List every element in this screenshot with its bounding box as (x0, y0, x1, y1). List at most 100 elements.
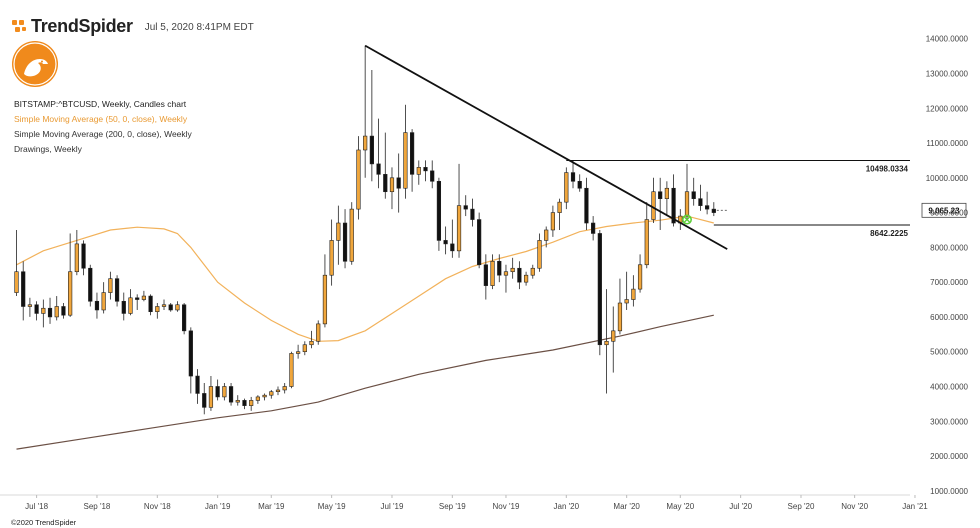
candle[interactable] (651, 177, 656, 224)
candle[interactable] (443, 226, 448, 255)
candle[interactable] (74, 229, 79, 276)
candle[interactable] (611, 306, 616, 373)
candle[interactable] (21, 261, 26, 321)
candle[interactable] (141, 290, 146, 302)
candle[interactable] (114, 275, 120, 307)
candle[interactable] (61, 303, 66, 319)
candle[interactable] (262, 393, 267, 401)
candle[interactable] (483, 254, 488, 300)
candle[interactable] (396, 153, 401, 213)
candle[interactable] (416, 160, 421, 185)
candle[interactable] (121, 292, 126, 321)
candle[interactable] (336, 205, 341, 265)
candle[interactable] (523, 271, 529, 286)
legend-symbol[interactable]: BITSTAMP:^BTCUSD, Weekly, Candles chart (14, 99, 187, 109)
candle[interactable] (624, 271, 629, 310)
candle[interactable] (54, 296, 59, 321)
candle[interactable] (564, 167, 569, 210)
candle[interactable] (591, 216, 596, 241)
candle[interactable] (182, 303, 187, 335)
candle[interactable] (490, 254, 495, 290)
candle[interactable] (155, 303, 160, 319)
candle[interactable] (349, 202, 354, 265)
candle[interactable] (329, 219, 334, 286)
candle[interactable] (188, 327, 193, 394)
candle[interactable] (289, 351, 294, 389)
candle[interactable] (711, 202, 716, 217)
candle[interactable] (403, 104, 408, 199)
candle[interactable] (135, 294, 140, 310)
candle[interactable] (383, 132, 388, 199)
candle[interactable] (342, 209, 348, 269)
candle[interactable] (242, 398, 247, 410)
candle[interactable] (705, 191, 710, 215)
candle[interactable] (363, 45, 368, 178)
candle[interactable] (577, 174, 582, 192)
candle[interactable] (631, 275, 636, 307)
candle[interactable] (678, 209, 683, 230)
candle[interactable] (27, 297, 33, 317)
candle[interactable] (617, 278, 623, 335)
candle[interactable] (128, 289, 133, 316)
candle[interactable] (195, 369, 200, 404)
candle[interactable] (269, 389, 274, 399)
candle[interactable] (436, 177, 442, 251)
candle[interactable] (537, 233, 542, 272)
candle[interactable] (14, 229, 19, 297)
candle[interactable] (222, 383, 227, 401)
candle[interactable] (101, 282, 106, 314)
candle[interactable] (530, 264, 535, 279)
candle[interactable] (456, 163, 462, 258)
candle[interactable] (684, 163, 690, 220)
candle[interactable] (228, 383, 234, 406)
candle[interactable] (309, 330, 314, 349)
candle[interactable] (597, 229, 602, 356)
candle[interactable] (423, 160, 428, 182)
candle[interactable] (550, 205, 555, 237)
candle[interactable] (369, 69, 374, 182)
candle[interactable] (81, 240, 86, 276)
candle[interactable] (664, 181, 669, 217)
candle[interactable] (255, 395, 260, 404)
candle[interactable] (108, 271, 113, 300)
candle[interactable] (296, 344, 301, 359)
candle[interactable] (604, 289, 609, 394)
candle[interactable] (161, 299, 167, 310)
candle[interactable] (570, 160, 576, 189)
candle[interactable] (302, 341, 307, 356)
candle[interactable] (47, 297, 53, 324)
candle[interactable] (68, 233, 73, 317)
candle[interactable] (658, 177, 663, 230)
candle[interactable] (544, 226, 549, 248)
candle[interactable] (430, 160, 435, 189)
candle[interactable] (88, 264, 93, 307)
candle[interactable] (175, 301, 180, 312)
candle[interactable] (557, 198, 562, 230)
candle[interactable] (450, 219, 455, 258)
candle[interactable] (698, 184, 703, 211)
candle[interactable] (644, 202, 649, 269)
candle[interactable] (282, 383, 287, 394)
trendline[interactable] (364, 44, 728, 250)
candle[interactable] (41, 299, 46, 328)
legend-sma50[interactable]: Simple Moving Average (50, 0, close), We… (14, 114, 188, 124)
legend-sma200[interactable]: Simple Moving Average (200, 0, close), W… (14, 129, 192, 139)
legend-drawings[interactable]: Drawings, Weekly (14, 144, 82, 154)
candle[interactable] (356, 136, 361, 220)
candle[interactable] (94, 292, 100, 319)
candle[interactable] (470, 198, 475, 227)
candle[interactable] (202, 383, 207, 415)
candle[interactable] (477, 212, 482, 269)
candle[interactable] (316, 320, 321, 345)
candle[interactable] (249, 396, 254, 411)
candle[interactable] (584, 177, 589, 230)
candle[interactable] (671, 174, 676, 227)
candle[interactable] (637, 254, 643, 293)
candle[interactable] (208, 376, 214, 411)
candle[interactable] (34, 301, 39, 321)
candle[interactable] (275, 386, 281, 396)
candle[interactable] (322, 254, 328, 328)
candle[interactable] (148, 294, 153, 316)
candle[interactable] (215, 379, 220, 401)
